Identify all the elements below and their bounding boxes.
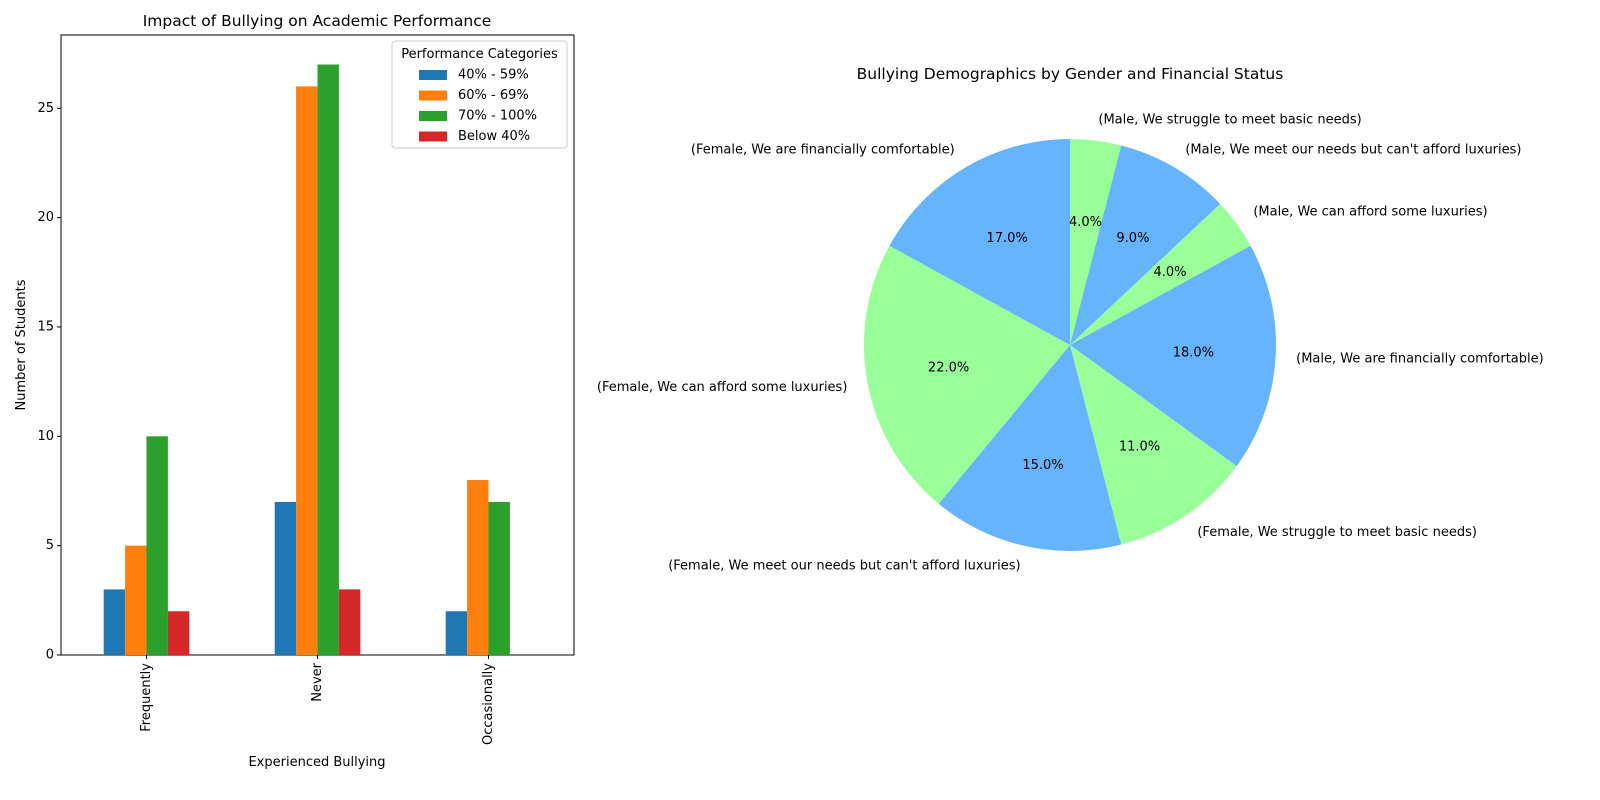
x-tick-label: Never <box>310 662 325 701</box>
pie-chart: Bullying Demographics by Gender and Fina… <box>597 65 1544 574</box>
pie-slice-5 <box>938 345 1122 551</box>
y-axis-label: Number of Students <box>14 279 29 410</box>
pie-pct-label: 11.0% <box>1119 440 1160 455</box>
legend-entry: 70% - 100% <box>458 109 537 124</box>
legend-swatch <box>419 90 447 101</box>
pie-slice-7 <box>889 139 1070 345</box>
legend-swatch <box>419 131 447 142</box>
pie-slice-label: (Female, We are financially comfortable) <box>691 142 955 157</box>
legend-swatch <box>419 70 447 80</box>
bar-never-3 <box>338 589 361 655</box>
legend-swatch <box>419 111 447 121</box>
legend: Performance Categories 40% - 59% 60% - 69%… <box>391 40 568 149</box>
pie-slice-6 <box>864 245 1070 504</box>
bar-never-0 <box>274 501 297 655</box>
bar-marks <box>103 64 510 656</box>
legend-entry: Below 40% <box>458 129 530 144</box>
y-tick-label: 15 <box>37 319 54 334</box>
pie-labels: 4.0% (Male, We struggle to meet basic nee… <box>597 113 1544 574</box>
bar-chart-title: Impact of Bullying on Academic Performan… <box>143 12 492 30</box>
bar-never-2 <box>317 64 339 656</box>
pie-slice-4 <box>1070 345 1237 545</box>
pie-pct-label: 4.0% <box>1153 265 1186 280</box>
pie-slice-label: (Female, We can afford some luxuries) <box>597 380 848 395</box>
legend-box <box>391 40 568 149</box>
pie-pct-label: 15.0% <box>1022 458 1063 473</box>
bar-occasionally-1 <box>467 480 489 655</box>
y-axis: 0 5 10 15 20 25 <box>37 101 61 663</box>
x-axis-label: Experienced Bullying <box>248 755 385 770</box>
x-tick-label: Frequently <box>139 663 154 732</box>
y-tick-label: 0 <box>46 648 54 663</box>
bar-chart: Impact of Bullying on Academic Performan… <box>14 12 575 770</box>
x-axis: Frequently Never Occasionally <box>139 655 496 745</box>
bar-occasionally-2 <box>488 501 510 655</box>
pie-pct-label: 9.0% <box>1116 231 1149 246</box>
pie-chart-title: Bullying Demographics by Gender and Fina… <box>857 65 1284 83</box>
pie-slice-label: (Female, We meet our needs but can't aff… <box>668 559 1020 574</box>
pie-slice-1 <box>1070 145 1221 345</box>
bar-frequently-3 <box>167 611 190 655</box>
bar-frequently-2 <box>146 436 168 655</box>
legend-title: Performance Categories <box>401 47 558 62</box>
bar-never-1 <box>296 86 318 655</box>
y-tick-label: 25 <box>37 101 54 116</box>
y-tick-label: 10 <box>37 429 54 444</box>
x-tick-label: Occasionally <box>481 663 496 745</box>
pie-pct-label: 22.0% <box>928 361 969 376</box>
pie-slice-label: (Male, We meet our needs but can't affor… <box>1185 142 1521 157</box>
pie-slice-label: (Male, We struggle to meet basic needs) <box>1098 113 1361 128</box>
pie-slices <box>864 139 1276 551</box>
legend-entry: 60% - 69% <box>458 88 529 103</box>
pie-slice-label: (Male, We are financially comfortable) <box>1296 352 1544 367</box>
legend-entry: 40% - 59% <box>458 68 529 83</box>
pie-slice-label: (Female, We struggle to meet basic needs… <box>1197 525 1477 540</box>
pie-pct-label: 17.0% <box>986 231 1027 246</box>
y-tick-label: 5 <box>46 538 54 553</box>
y-tick-label: 20 <box>37 210 54 225</box>
bar-frequently-0 <box>103 589 126 655</box>
bar-occasionally-0 <box>445 611 468 655</box>
pie-pct-label: 18.0% <box>1173 345 1214 360</box>
pie-slice-0 <box>1070 139 1122 345</box>
pie-slice-label: (Male, We can afford some luxuries) <box>1253 204 1487 219</box>
pie-slice-3 <box>1070 245 1276 467</box>
pie-slice-2 <box>1070 203 1251 345</box>
pie-pct-label: 4.0% <box>1069 215 1102 230</box>
bar-frequently-1 <box>125 545 147 655</box>
